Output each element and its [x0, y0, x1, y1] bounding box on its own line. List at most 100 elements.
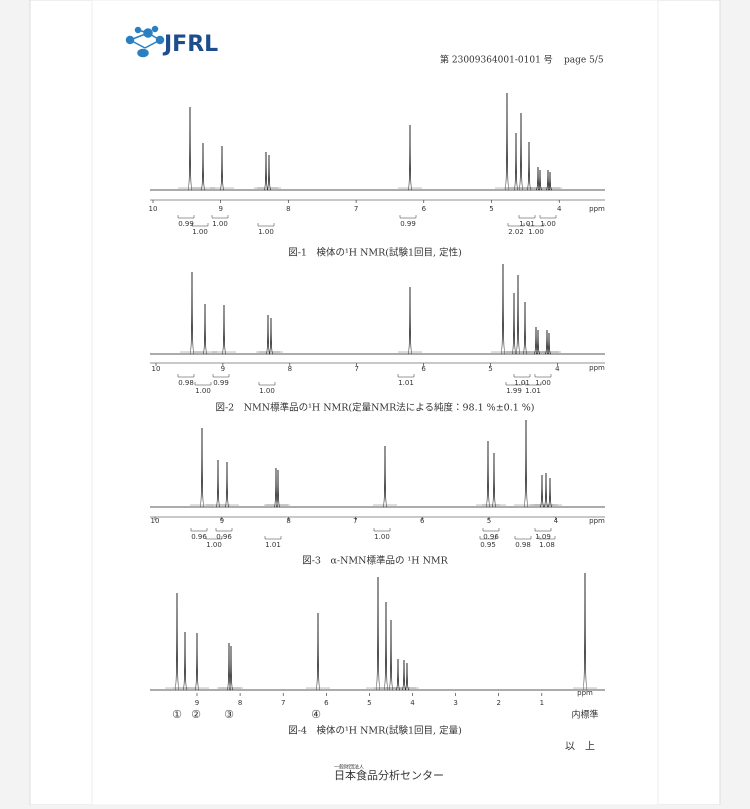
integral-bracket	[482, 528, 500, 532]
peak	[526, 141, 532, 191]
scan-page	[91, 0, 659, 806]
peak	[187, 106, 193, 191]
integral-value: 1.00	[212, 220, 228, 228]
integral-bracket	[264, 536, 282, 540]
tick-label: 8	[288, 365, 292, 373]
integral-value: 1.00	[374, 533, 390, 541]
integral-value: 1.01	[265, 541, 281, 549]
integral-bracket	[507, 223, 525, 227]
peak	[515, 274, 521, 355]
tick-label: 8	[286, 205, 290, 213]
integral-bracket	[527, 223, 545, 227]
peak	[265, 314, 271, 355]
tick-label: 6	[324, 699, 329, 707]
integral-value: 1.00	[258, 228, 274, 236]
peak	[513, 132, 519, 191]
tick-label: 4	[555, 365, 560, 373]
peak	[199, 427, 205, 508]
tick-label: 5	[489, 205, 493, 213]
integral-bracket	[397, 374, 415, 378]
tick-label: 7	[281, 699, 285, 707]
peak	[263, 151, 269, 191]
figure-caption: 図-1 検体の¹H NMR(試験1回目, 定性)	[288, 247, 462, 259]
peak	[547, 477, 553, 508]
integral-bracket	[539, 215, 557, 219]
integral-bracket	[505, 382, 523, 386]
integral-bracket	[524, 382, 542, 386]
integral-bracket	[513, 374, 531, 378]
closing: 以 上	[565, 741, 595, 753]
integral-value: 1.00	[206, 541, 222, 549]
peak	[504, 92, 510, 191]
peak	[518, 112, 524, 191]
unit-label: ppm	[577, 689, 593, 697]
doc-number: 第 23009364001-0101 号	[440, 54, 553, 66]
tick-label: 9	[221, 365, 225, 373]
peak-marker: ①	[172, 708, 182, 721]
unit-label: ppm	[589, 205, 605, 213]
peak-marker: ③	[224, 708, 234, 721]
unit-label: ppm	[589, 517, 605, 525]
tick-label: 4	[554, 517, 559, 525]
integral-bracket	[479, 536, 497, 540]
tick-label: 3	[453, 699, 457, 707]
peak	[382, 445, 388, 508]
figure-caption: 図-2 NMN標準品の¹H NMR(定量NMR法による純度：98.1 %±0.1…	[215, 402, 534, 414]
peak	[383, 601, 389, 691]
integral-bracket	[399, 215, 417, 219]
integral-bracket	[191, 223, 209, 227]
tick-label: 4	[557, 205, 562, 213]
integral-bracket	[534, 374, 552, 378]
integral-bracket	[514, 536, 532, 540]
peak	[511, 292, 517, 355]
peak	[228, 645, 234, 691]
peak	[401, 659, 407, 691]
peak	[543, 472, 549, 508]
figure-caption: 図-3 α-NMN標準品の ¹H NMR	[302, 555, 448, 567]
tick-label: 6	[421, 365, 426, 373]
logo-text: JFRL	[162, 32, 218, 57]
integral-bracket	[373, 528, 391, 532]
integral-bracket	[258, 382, 276, 386]
org-name: 日本食品分析センター	[334, 768, 444, 782]
peak	[407, 124, 413, 191]
peak-marker: ②	[191, 708, 201, 721]
peak	[375, 576, 381, 691]
peak	[539, 474, 545, 508]
integral-value: 0.99	[400, 220, 416, 228]
tick-label: 7	[354, 365, 358, 373]
integral-value: 0.99	[178, 220, 194, 228]
integral-value: 0.99	[213, 379, 229, 387]
integral-value: 0.98	[515, 541, 531, 549]
integral-bracket	[177, 215, 195, 219]
peak	[219, 145, 225, 191]
peak	[268, 317, 274, 355]
integral-value: 0.96	[216, 533, 232, 541]
tick-label: 10	[152, 365, 161, 373]
peak	[407, 286, 413, 355]
integral-value: 0.96	[191, 533, 207, 541]
integral-bracket	[205, 536, 223, 540]
tick-label: 1	[540, 699, 544, 707]
integral-bracket	[257, 223, 275, 227]
integral-value: 1.01	[525, 387, 541, 395]
page-number: page 5/5	[564, 56, 604, 66]
tick-label: 10	[149, 205, 158, 213]
integral-bracket	[194, 382, 212, 386]
tick-label: 2	[496, 699, 500, 707]
tick-label: 7	[353, 517, 357, 525]
peak	[582, 572, 588, 691]
peak	[275, 469, 281, 508]
peak	[202, 303, 208, 355]
tick-label: 4	[410, 699, 415, 707]
integral-bracket	[190, 528, 208, 532]
peak-marker: ④	[311, 708, 321, 721]
integral-bracket	[177, 374, 195, 378]
org-small: 一般財団法人	[334, 764, 364, 771]
peak	[485, 440, 491, 508]
peak	[224, 461, 230, 508]
tick-label: 7	[354, 205, 358, 213]
peak	[315, 612, 321, 691]
peak	[522, 301, 528, 355]
